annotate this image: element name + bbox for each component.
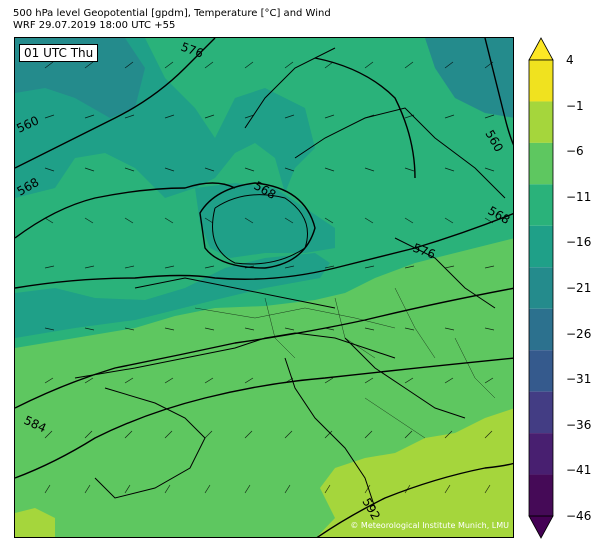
colorbar-tick-label: −31 [566,372,592,387]
colorbar-tick-label: −1 [566,98,584,113]
temperature-band-minus1 [316,408,513,537]
colorbar-cell [529,142,553,185]
map-title: 500 hPa level Geopotential [gpdm], Tempe… [13,8,331,19]
colorbar-cell [529,474,553,516]
temperature-band-minus21-b [15,253,330,338]
colorbar-cell [529,308,553,351]
weather-map: 576 560 560 568 568 568 576 584 592 [14,37,514,538]
temperature-band-minus1-b [15,508,55,537]
colorbar-tick-label: −16 [566,235,592,250]
country-borders [194,287,496,439]
temperature-band-minus21-c [195,183,335,258]
colorbar-tick-label: −6 [566,144,584,159]
colorbar-tick-label: −41 [566,463,592,478]
colorbar-tick-label: −26 [566,326,592,341]
colorbar-cell [529,350,553,392]
colorbar [528,37,554,539]
colorbar-cell [529,101,553,143]
colorbar-tick-label: 4 [566,53,574,67]
colorbar-cells [529,60,553,516]
colorbar-cell [529,267,553,309]
valid-time-label: 01 UTC Thu [19,44,99,62]
colorbar-frame [528,59,554,517]
geopotential-contours [15,38,513,537]
colorbar-cell [529,184,553,226]
colorbar-extend-bottom [528,515,554,539]
colorbar-tick-label: −11 [566,189,592,204]
temperature-band-minus26-b [425,38,513,118]
map-canvas: 576 560 560 568 568 568 576 584 592 [15,38,513,537]
colorbar-cell [529,60,553,102]
colorbar-tick-label: −46 [566,509,592,523]
model-run-subtitle: WRF 29.07.2019 18:00 UTC +55 [13,20,176,31]
colorbar-cell [529,225,553,268]
wind-barbs [44,61,495,494]
colorbar-tick-label: −36 [566,417,592,432]
colorbar-cell [529,433,553,475]
copyright-notice: © Meteorological Institute Munich, LMU [350,521,509,530]
colorbar-extend-top [528,37,554,61]
colorbar-tick-label: −21 [566,281,592,295]
colorbar-cell [529,391,553,434]
